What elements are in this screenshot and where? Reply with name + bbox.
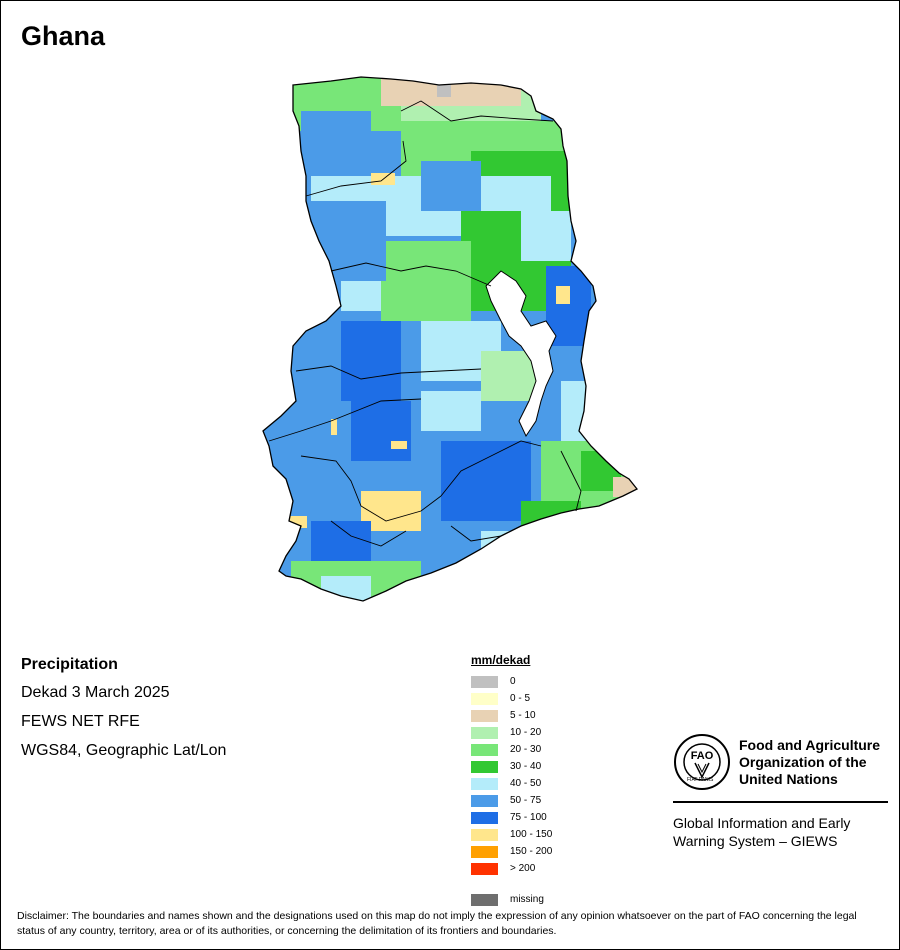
legend-missing-label: missing: [510, 894, 544, 905]
legend-swatch: [471, 709, 498, 722]
legend-item: 0: [471, 673, 552, 690]
legend-label: 20 - 30: [510, 744, 542, 755]
north-west-blue-block: [306, 201, 386, 281]
middle-boundary-1: [295, 365, 482, 380]
projection-label: WGS84, Geographic Lat/Lon: [21, 742, 227, 759]
fao-logo-block: FAO FIAT PANIS Food and Agriculture Orga…: [673, 733, 888, 850]
central-yellow-cell: [391, 441, 407, 449]
fao-organization-name: Food and Agriculture Organization of the…: [739, 736, 881, 787]
legend-swatch: [471, 675, 498, 688]
source-label: FEWS NET RFE: [21, 713, 140, 730]
east-cyan-strip: [561, 381, 586, 441]
north-east-cyan: [521, 211, 571, 261]
legend-label: 40 - 50: [510, 778, 542, 789]
south-yellow-core: [381, 496, 411, 516]
giews-name: Global Information and Early Warning Sys…: [673, 815, 851, 849]
central-dark-blue: [351, 401, 411, 461]
legend-swatch: [471, 811, 498, 824]
northern-green-zone: [381, 241, 471, 321]
legend-label: 0 - 5: [510, 693, 531, 704]
lake-volta: [485, 270, 557, 438]
middle-west-dark-blue: [341, 321, 401, 401]
legend-item: 75 - 100: [471, 809, 552, 826]
middle-cyan-south: [421, 391, 481, 431]
legend-label: 0: [510, 676, 516, 687]
zero-rain-cell: [437, 85, 451, 97]
legend-item: 0 - 5: [471, 690, 552, 707]
legend-missing-swatch: [471, 893, 498, 906]
legend-swatch: [471, 828, 498, 841]
legend-label: 30 - 40: [510, 761, 542, 772]
legend-missing-item: missing: [471, 891, 552, 908]
legend-item: 100 - 150: [471, 826, 552, 843]
western-boundary: [300, 455, 442, 522]
legend-swatch: [471, 862, 498, 875]
period-label: Dekad 3 March 2025: [21, 684, 170, 701]
legend-item: 150 - 200: [471, 843, 552, 860]
north-west-blue-zone: [301, 111, 371, 181]
logo-divider: [673, 801, 888, 803]
fao-emblem-letters: FAO: [691, 750, 714, 762]
eastern-boundary: [440, 440, 542, 497]
ghana-precipitation-map: [262, 76, 638, 602]
legend-item: 50 - 75: [471, 792, 552, 809]
legend-label: > 200: [510, 863, 536, 874]
legend: mm/dekad 0 0 - 5 5 - 10 10 - 20 20 - 30 30 - …: [471, 653, 552, 908]
volta-region-boundary: [560, 450, 582, 512]
legend-label: 100 - 150: [510, 829, 553, 840]
legend-item: 20 - 30: [471, 741, 552, 758]
variable-title: Precipitation: [21, 656, 118, 673]
legend-item: > 200: [471, 860, 552, 877]
east-yellow-cell: [556, 286, 570, 304]
central-coast-cyan: [481, 531, 541, 561]
legend-label: 50 - 75: [510, 795, 542, 806]
east-coast-dry-cell: [613, 477, 637, 497]
legend-label: 150 - 200: [510, 846, 553, 857]
greater-accra-boundary: [450, 525, 502, 542]
accra-dark-green: [521, 501, 581, 541]
legend-label: 75 - 100: [510, 812, 547, 823]
legend-swatch: [471, 777, 498, 790]
west-yellow-cell: [331, 419, 337, 435]
legend-item: 30 - 40: [471, 758, 552, 775]
upper-regions-boundary: [400, 100, 554, 122]
legend-title: mm/dekad: [471, 653, 531, 667]
map-title: Ghana: [21, 21, 106, 51]
region-boundaries: [268, 100, 582, 547]
map-info-block: Precipitation Dekad 3 March 2025 FEWS NE…: [21, 656, 226, 771]
legend-swatch: [471, 794, 498, 807]
legend-items: 0 0 - 5 5 - 10 10 - 20 20 - 30 30 - 40 40 - 50…: [471, 673, 552, 877]
legend-swatch: [471, 845, 498, 858]
legend-item: 40 - 50: [471, 775, 552, 792]
disclaimer-text: Disclaimer: The boundaries and names sho…: [17, 910, 857, 937]
fao-emblem-icon: FAO FIAT PANIS: [674, 734, 730, 790]
legend-label: 5 - 10: [510, 710, 536, 721]
upper-west-boundary: [305, 140, 407, 197]
legend-swatch: [471, 760, 498, 773]
northern-boundary: [330, 262, 492, 287]
west-cyan-patch: [341, 281, 381, 311]
legend-swatch: [471, 726, 498, 739]
legend-swatch: [471, 743, 498, 756]
legend-swatch: [471, 692, 498, 705]
south-dark-blue-zone: [441, 441, 531, 521]
legend-item: 10 - 20: [471, 724, 552, 741]
south-west-blue-zone: [271, 401, 341, 481]
legend-label: 10 - 20: [510, 727, 542, 738]
north-central-blue: [421, 161, 481, 211]
central-boundary: [330, 520, 407, 547]
legend-item: 5 - 10: [471, 707, 552, 724]
fiat-panis-text: FIAT PANIS: [687, 777, 714, 783]
middle-boundary-2: [268, 398, 422, 442]
